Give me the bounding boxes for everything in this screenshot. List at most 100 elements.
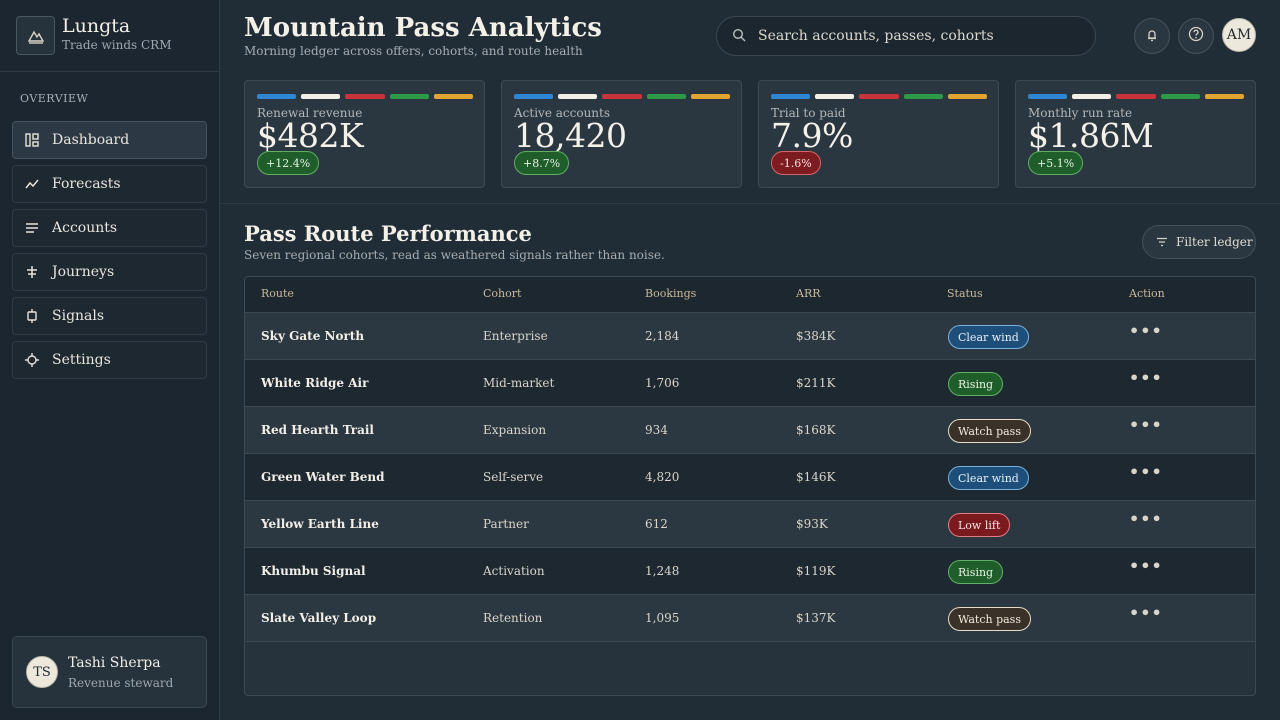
kpi-label: Active accounts [514,106,610,120]
prayer-flag-bar [1028,94,1245,99]
sidebar-nav: Dashboard Forecasts Accounts Journeys [12,121,207,385]
sidebar-item-settings[interactable]: Settings [12,341,207,379]
kpi-delta-badge: -1.6% [771,151,821,175]
sidebar-item-journeys[interactable]: Journeys [12,253,207,291]
status-badge: Clear wind [948,325,1029,349]
column-header-route: Route [261,287,294,300]
sidebar-item-signals[interactable]: Signals [12,297,207,335]
help-button[interactable] [1178,18,1214,54]
arr-cell: $384K [796,329,836,343]
route-cell: White Ridge Air [261,376,369,390]
bookings-cell: 4,820 [645,470,680,484]
sidebar-item-accounts[interactable]: Accounts [12,209,207,247]
avatar[interactable]: AM [1222,18,1256,52]
mountain-logo-icon [16,16,55,55]
cohort-cell: Expansion [483,423,547,437]
brand[interactable]: Lungta Trade winds CRM [16,15,172,56]
more-actions-icon[interactable]: ••• [1129,509,1163,528]
column-header-bookings: Bookings [645,287,697,300]
kpi-label: Trial to paid [771,106,846,120]
table-row[interactable]: Red Hearth Trail Expansion 934 $168K Watch p… [245,407,1255,454]
more-actions-icon[interactable]: ••• [1129,462,1163,481]
prayer-flag-bar [514,94,731,99]
route-cell: Slate Valley Loop [261,611,377,625]
kpi-card-monthly-run-rate: Monthly run rate $1.86M +5.1% [1015,80,1256,188]
more-actions-icon[interactable]: ••• [1129,603,1163,622]
cohort-cell: Retention [483,611,543,625]
sidebar-item-label: Journeys [52,264,115,280]
kpi-value: 18,420 [514,116,627,155]
bookings-cell: 1,248 [645,564,680,578]
page-subtitle: Morning ledger across offers, cohorts, a… [244,44,583,58]
search-icon [732,27,746,46]
route-table: Route Cohort Bookings ARR Status Action … [244,276,1256,696]
more-actions-icon[interactable]: ••• [1129,415,1163,434]
filter-icon [1156,233,1168,252]
column-header-cohort: Cohort [483,287,522,300]
route-cell: Red Hearth Trail [261,423,374,437]
more-actions-icon[interactable]: ••• [1129,321,1163,340]
arr-cell: $93K [796,517,828,531]
arr-cell: $146K [796,470,836,484]
more-actions-icon[interactable]: ••• [1129,368,1163,387]
arr-cell: $119K [796,564,836,578]
sidebar-item-dashboard[interactable]: Dashboard [12,121,207,159]
kpi-card-active-accounts: Active accounts 18,420 +8.7% [501,80,742,188]
more-actions-icon[interactable]: ••• [1129,556,1163,575]
kpi-delta-badge: +8.7% [514,151,570,175]
gear-icon [24,352,40,368]
column-header-arr: ARR [796,287,821,300]
route-icon [24,264,40,280]
sidebar-item-forecasts[interactable]: Forecasts [12,165,207,203]
trend-line-icon [24,176,40,192]
list-icon [24,220,40,236]
kpi-label: Monthly run rate [1028,106,1133,120]
table-row[interactable]: Slate Valley Loop Retention 1,095 $137K Watc… [245,595,1255,642]
dashboard-icon [24,132,40,148]
route-cell: Yellow Earth Line [261,517,379,531]
brand-subtitle: Trade winds CRM [62,38,172,52]
kpi-delta-badge: +12.4% [257,151,320,175]
sidebar-item-label: Settings [52,352,111,368]
cohort-cell: Enterprise [483,329,548,343]
route-cell: Green Water Bend [261,470,385,484]
status-badge: Watch pass [948,419,1031,443]
prayer-flag-bar [257,94,474,99]
arr-cell: $168K [796,423,836,437]
search-input[interactable]: Search accounts, passes, cohorts [716,16,1096,56]
kpi-value: $482K [257,116,364,155]
notifications-button[interactable] [1134,18,1170,54]
filter-ledger-button[interactable]: Filter ledger [1142,225,1256,259]
signal-icon [24,308,40,324]
bell-icon [1145,27,1159,46]
bookings-cell: 934 [645,423,668,437]
user-name: Tashi Sherpa [68,654,161,671]
table-row[interactable]: Green Water Bend Self-serve 4,820 $146K Clea… [245,454,1255,501]
user-card[interactable]: TS Tashi Sherpa Revenue steward [12,636,207,708]
table-header: Route Cohort Bookings ARR Status Action [245,277,1255,313]
route-cell: Sky Gate North [261,329,365,343]
bookings-cell: 612 [645,517,668,531]
sidebar-item-label: Signals [52,308,105,324]
help-icon [1188,26,1204,46]
filter-ledger-label: Filter ledger [1176,235,1253,249]
nav-section-label: OVERVIEW [20,92,89,105]
sidebar-item-label: Accounts [52,220,118,236]
kpi-delta-badge: +5.1% [1028,151,1084,175]
sidebar-divider [0,71,219,72]
arr-cell: $211K [796,376,836,390]
kpi-value: 7.9% [771,116,853,155]
table-row[interactable]: White Ridge Air Mid-market 1,706 $211K Risin… [245,360,1255,407]
table-row[interactable]: Sky Gate North Enterprise 2,184 $384K Clear … [245,313,1255,360]
table-row[interactable]: Yellow Earth Line Partner 612 $93K Low lift •… [245,501,1255,548]
table-row[interactable]: Khumbu Signal Activation 1,248 $119K Rising •… [245,548,1255,595]
kpi-card-trial-to-paid: Trial to paid 7.9% -1.6% [758,80,999,188]
main-content: Mountain Pass Analytics Morning ledger a… [220,0,1280,720]
kpi-label: Renewal revenue [257,106,363,120]
sidebar: Lungta Trade winds CRM OVERVIEW Dashboar… [0,0,220,720]
avatar: TS [26,656,58,688]
arr-cell: $137K [796,611,836,625]
status-badge: Rising [948,372,1004,396]
search-placeholder: Search accounts, passes, cohorts [758,28,994,44]
